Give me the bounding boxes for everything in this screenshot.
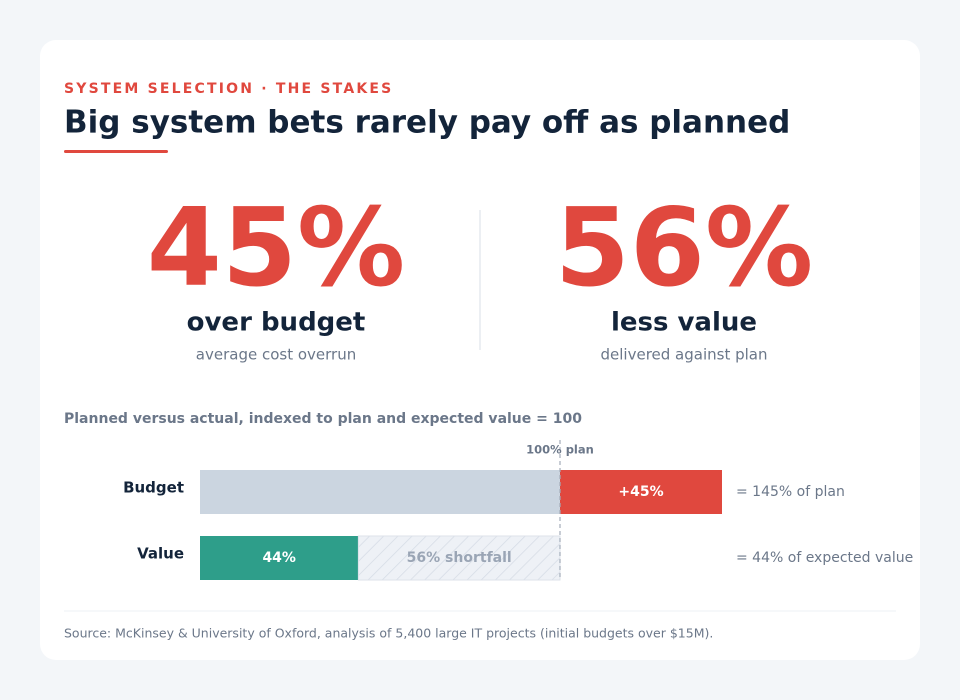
stat-label: over budget [187, 308, 366, 338]
value-label: 56% shortfall [407, 550, 512, 566]
reference-label: 100% plan [526, 443, 594, 457]
value-label: +45% [618, 484, 663, 500]
eyebrow: SYSTEM SELECTION · THE STAKES [64, 81, 393, 97]
chart-title: Planned versus actual, indexed to plan a… [64, 411, 582, 427]
category-label: Budget [123, 479, 184, 497]
bar-segment [200, 536, 359, 580]
source: Source: McKinsey & University of Oxford,… [64, 626, 713, 641]
bar-note: = 44% of expected value [736, 550, 913, 566]
bar-segment [200, 470, 560, 514]
value-label: 44% [262, 550, 296, 566]
stat-sublabel: delivered against plan [601, 346, 768, 364]
stat-figure: 56% [555, 186, 814, 311]
bar-hatch [357, 535, 561, 581]
title: Big system bets rarely pay off as planne… [64, 105, 790, 141]
title-underline [64, 150, 168, 153]
category-label: Value [137, 545, 184, 563]
bar-segment [560, 470, 722, 514]
stat-label: less value [611, 308, 757, 338]
stat-figure: 45% [147, 186, 406, 311]
stat-sublabel: average cost overrun [196, 346, 356, 364]
bar-note: = 145% of plan [736, 484, 845, 500]
